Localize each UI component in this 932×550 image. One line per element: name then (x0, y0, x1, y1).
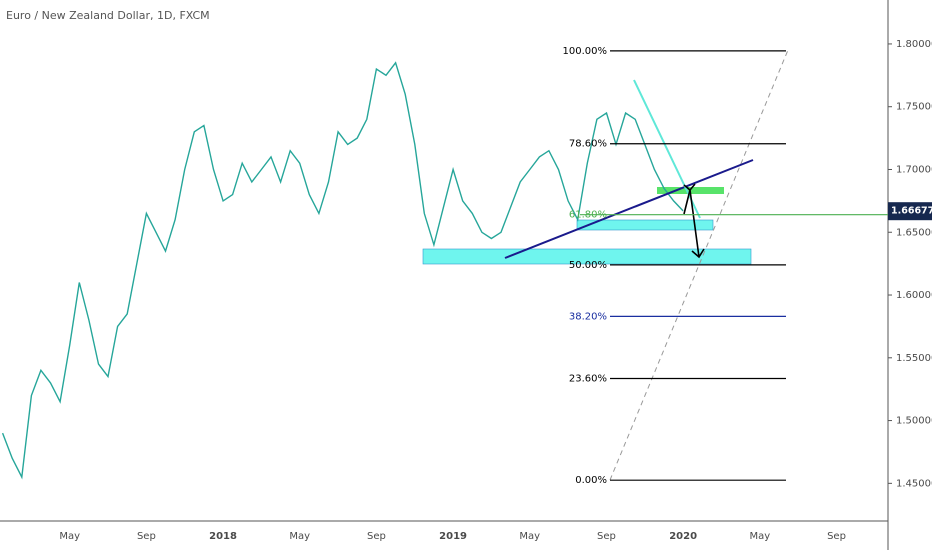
x-tick-label: Sep (367, 531, 386, 542)
fib-label: 61.80% (569, 210, 607, 221)
x-tick-label: Sep (597, 531, 616, 542)
fib-label: 50.00% (569, 260, 607, 271)
series-layer (1, 61, 684, 480)
y-tick-label: 1.60000 (896, 290, 932, 301)
arrow (689, 189, 705, 259)
x-tick-label: 2019 (439, 531, 467, 542)
price-line (1, 61, 684, 480)
y-tick-label: 1.75000 (896, 102, 932, 113)
x-tick-label: May (59, 531, 80, 542)
fib-label: 100.00% (563, 46, 608, 57)
fib-label: 78.60% (569, 139, 607, 150)
trend-line (633, 79, 701, 219)
y-tick-label: 1.65000 (896, 227, 932, 238)
x-tick-label: 2020 (669, 531, 697, 542)
chart-title: Euro / New Zealand Dollar, 1D, FXCM (6, 9, 210, 22)
fib-trend-line (609, 49, 789, 481)
fib-retracement: 100.00% 78.60% 61.80% 50.00% 38.20% 23.60% 0.0… (563, 46, 888, 486)
drawings (504, 79, 754, 259)
fib-label: 0.00% (575, 475, 607, 486)
y-tick-label: 1.50000 (896, 416, 932, 427)
x-tick-label: May (289, 531, 310, 542)
x-tick-label: May (749, 531, 770, 542)
trend-line (504, 159, 754, 259)
y-tick-label: 1.55000 (896, 353, 932, 364)
y-tick-label: 1.80000 (896, 39, 932, 50)
last-price-box (888, 202, 932, 221)
y-tick-label: 1.45000 (896, 478, 932, 489)
x-tick-label: Sep (137, 531, 156, 542)
y-tick-label: 1.70000 (896, 164, 932, 175)
support-zone (576, 219, 714, 231)
x-tick-label: 2018 (209, 531, 237, 542)
last-price-label: 1.66677 (891, 206, 932, 217)
fib-label: 38.20% (569, 311, 607, 322)
support-zone (422, 248, 752, 265)
fib-label: 23.60% (569, 374, 607, 385)
x-tick-label: Sep (827, 531, 846, 542)
x-tick-label: May (519, 531, 540, 542)
